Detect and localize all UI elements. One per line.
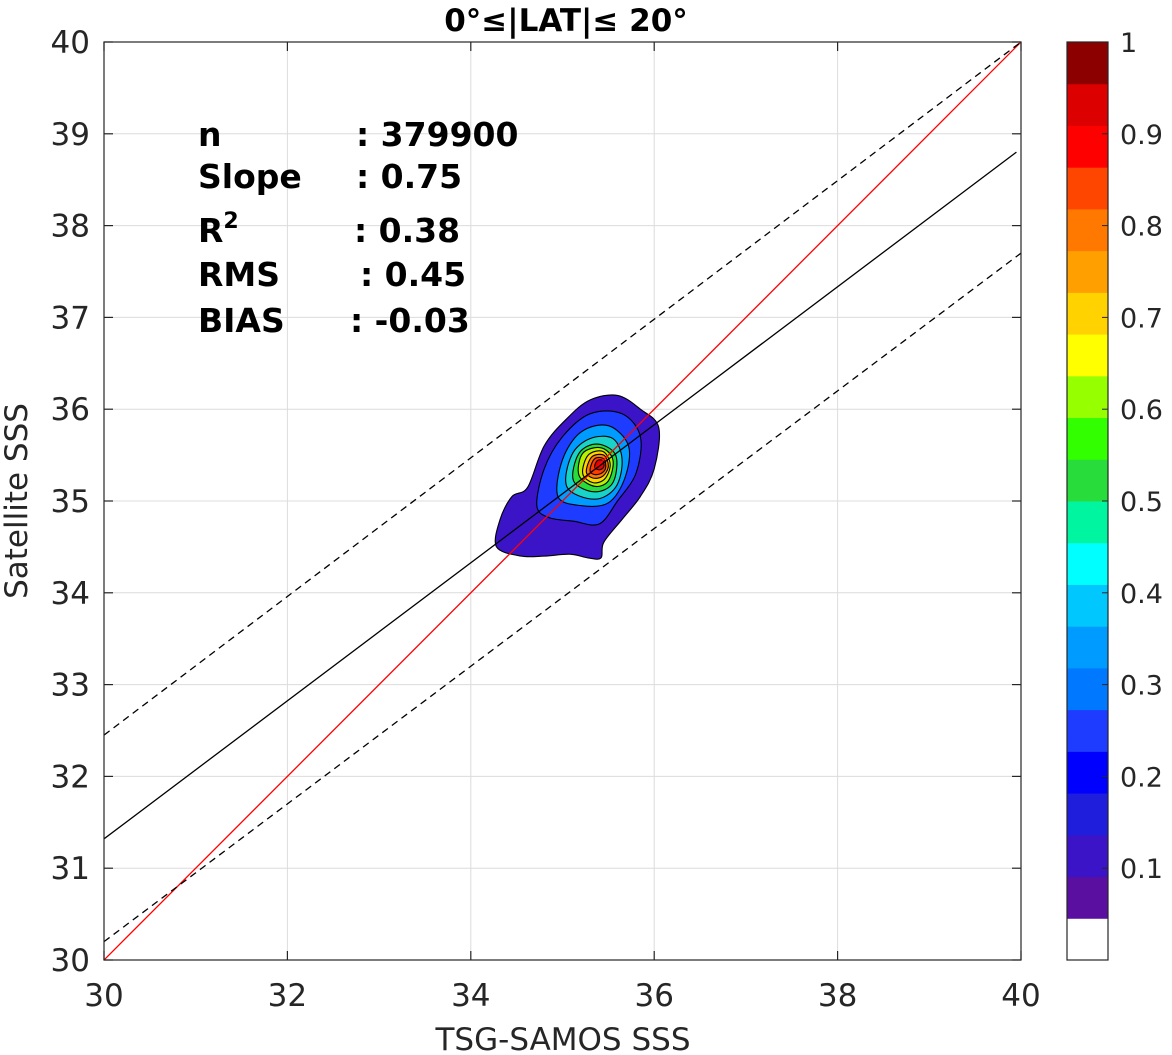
colorbar-tick-label: 0.3 xyxy=(1120,671,1163,702)
y-tick-label: 35 xyxy=(51,484,90,520)
y-tick-label: 33 xyxy=(51,668,90,704)
colorbar-swatch xyxy=(1067,918,1108,961)
colorbar-swatch xyxy=(1067,876,1108,919)
x-axis-label: TSG-SAMOS SSS xyxy=(435,1022,691,1055)
x-tick-label: 36 xyxy=(634,978,673,1014)
stat-value: : 0.38 xyxy=(354,211,460,250)
plot-content xyxy=(104,42,1021,960)
colorbar-tick-label: 0.2 xyxy=(1120,762,1163,793)
colorbar-swatch xyxy=(1067,125,1108,168)
x-axis-ticks: 30 32 34 36 38 40 xyxy=(84,42,1041,1014)
stat-label: BIAS xyxy=(198,301,285,340)
colorbar-swatch xyxy=(1067,626,1108,669)
stat-label: n xyxy=(198,115,222,154)
colorbar-tick-label: 0.4 xyxy=(1120,579,1163,610)
colorbar-swatch xyxy=(1067,751,1108,794)
colorbar-swatch xyxy=(1067,250,1108,293)
one-to-one-line xyxy=(104,42,1021,960)
y-tick-label: 39 xyxy=(51,117,90,153)
grid xyxy=(103,41,1022,961)
stat-value: : 0.45 xyxy=(360,255,466,294)
colorbar-swatch xyxy=(1067,667,1108,711)
colorbar-swatch xyxy=(1067,83,1108,126)
stat-label: Slope xyxy=(198,157,302,196)
x-tick-label: 34 xyxy=(451,978,490,1014)
y-tick-label: 32 xyxy=(51,759,90,795)
stat-value: : 0.75 xyxy=(356,157,462,196)
y-tick-label: 31 xyxy=(51,851,90,887)
colorbar-tick-label: 0.8 xyxy=(1120,212,1163,243)
colorbar-tick-label: 1 xyxy=(1120,28,1137,59)
y-axis-ticks: 30 31 32 33 34 35 36 37 38 39 40 xyxy=(51,25,1021,979)
colorbar-tick-label: 0.7 xyxy=(1120,303,1163,334)
colorbar-tick-label: 0.9 xyxy=(1120,120,1163,151)
colorbar-swatch xyxy=(1067,793,1108,836)
plot-frame xyxy=(103,41,1022,961)
colorbar-swatch xyxy=(1067,459,1108,502)
y-tick-label: 34 xyxy=(51,576,90,612)
x-tick-label: 38 xyxy=(818,978,857,1014)
colorbar-swatch xyxy=(1067,375,1108,419)
stat-label: RMS xyxy=(198,255,280,294)
x-tick-label: 32 xyxy=(268,978,307,1014)
y-tick-label: 38 xyxy=(51,209,90,245)
y-tick-label: 40 xyxy=(51,25,90,61)
y-axis-label: Satellite SSS xyxy=(0,403,35,599)
colorbar-swatch xyxy=(1067,417,1108,460)
colorbar-swatch xyxy=(1067,208,1108,252)
colorbar-swatch xyxy=(1067,167,1108,210)
colorbar-swatch xyxy=(1067,542,1108,585)
y-tick-label: 30 xyxy=(51,943,90,979)
colorbar-swatch xyxy=(1067,709,1108,752)
regression-line xyxy=(104,151,1017,840)
colorbar-swatch xyxy=(1067,334,1108,377)
y-tick-label: 36 xyxy=(51,392,90,428)
colorbar-swatch xyxy=(1067,501,1108,544)
colorbar-tick-label: 0.1 xyxy=(1120,854,1163,885)
y-tick-label: 37 xyxy=(51,300,90,336)
stat-value: : 379900 xyxy=(356,115,518,154)
colorbar: 0.1 0.2 0.3 0.4 0.5 0.6 0.7 0.8 0.9 1 xyxy=(1066,28,1163,961)
colorbar-tick-label: 0.6 xyxy=(1120,395,1163,426)
stat-value: : -0.03 xyxy=(350,301,470,340)
x-tick-label: 40 xyxy=(1001,978,1040,1014)
colorbar-swatch xyxy=(1067,584,1108,627)
colorbar-swatch xyxy=(1067,292,1108,335)
colorbar-swatch xyxy=(1067,834,1108,878)
x-tick-label: 30 xyxy=(84,978,123,1014)
chart-title: 0°≤|LAT|≤ 20° xyxy=(444,3,688,39)
colorbar-tick-label: 0.5 xyxy=(1120,487,1163,518)
colorbar-swatch xyxy=(1067,42,1108,85)
